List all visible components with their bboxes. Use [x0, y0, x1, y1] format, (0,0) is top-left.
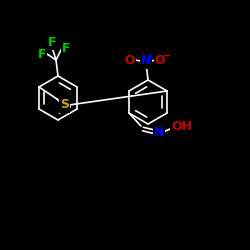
- Text: O: O: [125, 54, 135, 66]
- Text: F: F: [62, 42, 70, 54]
- Text: F: F: [38, 48, 46, 60]
- Text: F: F: [48, 36, 56, 49]
- Text: S: S: [60, 98, 70, 112]
- Text: N: N: [141, 54, 151, 68]
- Text: N: N: [154, 126, 164, 140]
- Text: O: O: [155, 54, 165, 66]
- Text: OH: OH: [172, 120, 192, 132]
- Text: +: +: [146, 52, 154, 62]
- Text: −: −: [163, 51, 171, 61]
